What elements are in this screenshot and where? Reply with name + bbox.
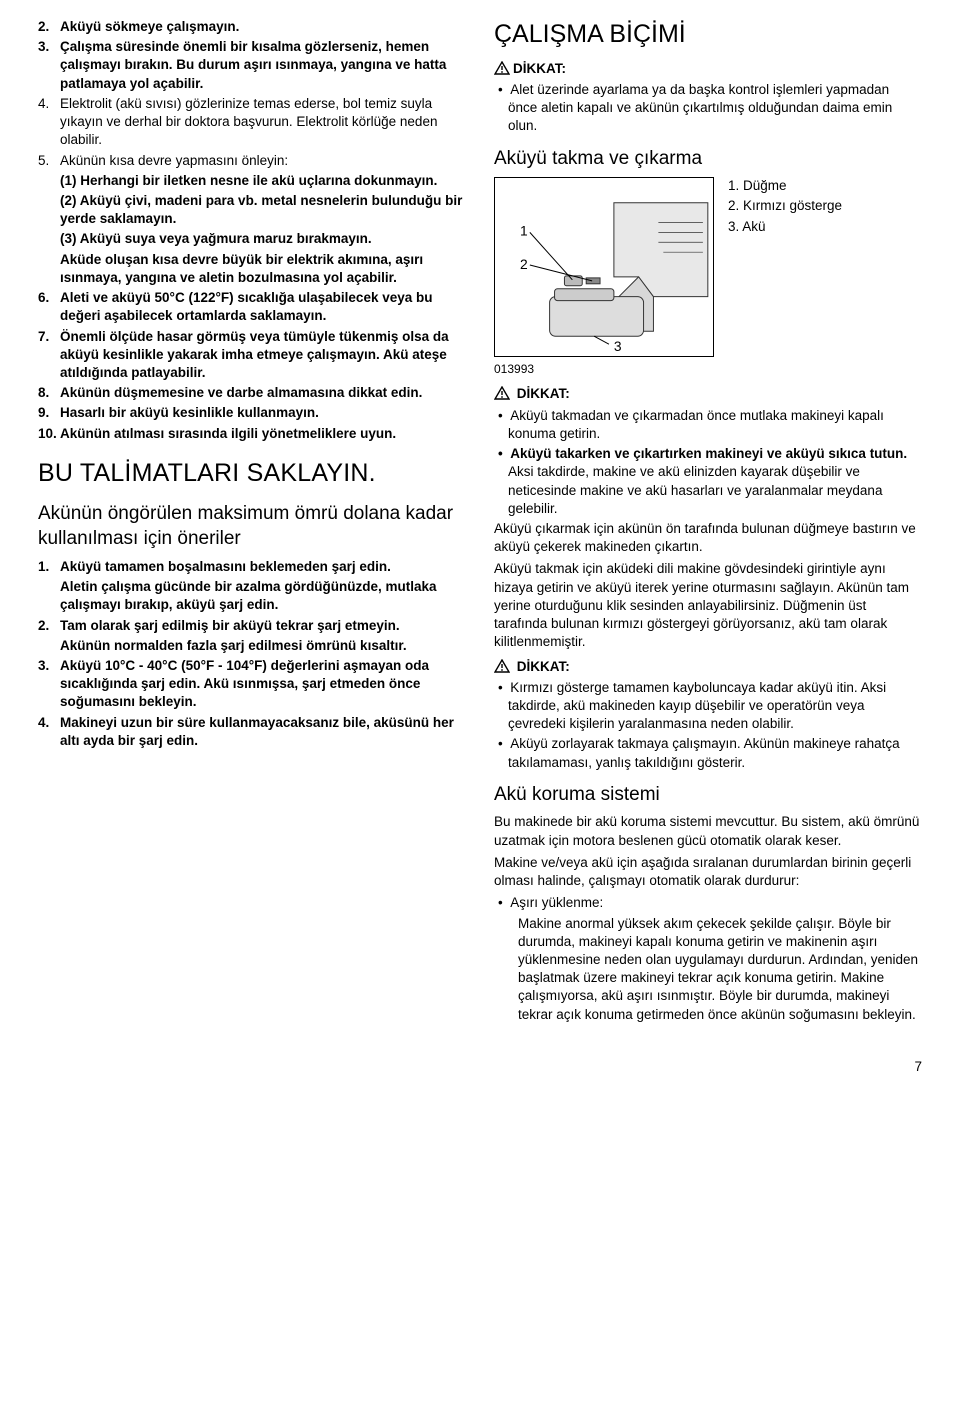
heading-battery-tips: Akünün öngörülen maksimum ömrü dolana ka… [38,501,466,552]
figure-battery: 1 2 3 [494,177,714,357]
page-number: 7 [38,1058,922,1076]
warning-icon [494,61,510,75]
overload-text: Makine anormal yüksek akım çekecek şekil… [494,915,922,1024]
warning-icon [494,386,510,400]
caution-1: DİKKAT: [494,60,922,78]
caution-3: DİKKAT: [494,658,922,676]
heading-operation: ÇALIŞMA BİÇİMİ [494,18,922,52]
figure-code: 013993 [494,361,922,377]
heading-protection: Akü koruma sistemi [494,782,922,808]
legend-1: 1. Düğme [728,177,842,195]
para-install-battery: Aküyü takmak için aküdeki dili makine gö… [494,560,922,651]
list-item-7: 7.Önemli ölçüde hasar görmüş veya tümüyl… [38,328,466,383]
right-column: ÇALIŞMA BİÇİMİ DİKKAT: Alet üzerinde aya… [494,18,922,1024]
warning-icon [494,659,510,673]
figure-legend: 1. Düğme 2. Kırmızı gösterge 3. Akü [728,177,842,238]
caution-2: DİKKAT: [494,385,922,403]
legend-2: 2. Kırmızı gösterge [728,197,842,215]
para-protect-1: Bu makinede bir akü koruma sistemi mevcu… [494,813,922,849]
caution-3-b1: Kırmızı gösterge tamamen kayboluncaya ka… [494,679,922,734]
legend-3: 3. Akü [728,218,842,236]
heading-battery-install: Aküyü takma ve çıkarma [494,146,922,172]
tip-3: 3.Aküyü 10°C - 40°C (50°F - 104°F) değer… [38,657,466,712]
sub-5-after: Aküde oluşan kısa devre büyük bir elektr… [38,251,466,287]
list-item-6: 6.Aleti ve aküyü 50°C (122°F) sıcaklığa … [38,289,466,325]
fig-label-3: 3 [614,338,622,354]
para-protect-2: Makine ve/veya akü için aşağıda sıralana… [494,854,922,890]
caution-2-b2: Aküyü takarken ve çıkartırken makineyi v… [494,445,922,518]
fig-label-1: 1 [520,223,528,239]
list-item-4: 4.Elektrolit (akü sıvısı) gözlerinize te… [38,95,466,150]
caution-3-b2: Aküyü zorlayarak takmaya çalışmayın. Akü… [494,735,922,771]
tip-2-after: Akünün normalden fazla şarj edilmesi ömr… [38,637,466,655]
list-item-2: 2.Aküyü sökmeye çalışmayın. [38,18,466,36]
left-column: 2.Aküyü sökmeye çalışmayın. 3.Çalışma sü… [38,18,466,1024]
caution-2-b1: Aküyü takmadan ve çıkarmadan önce mutlak… [494,407,922,443]
heading-keep-instructions: BU TALİMATLARI SAKLAYIN. [38,457,466,491]
caution-1-text: Alet üzerinde ayarlama ya da başka kontr… [494,81,922,136]
overload-label: Aşırı yüklenme: [494,894,922,912]
figure-wrap: 1 2 3 1. Düğme 2. Kırmızı gösterge 3. Ak… [494,177,922,357]
tip-2: 2.Tam olarak şarj edilmiş bir aküyü tekr… [38,617,466,635]
para-remove-battery: Aküyü çıkarmak için akünün ön tarafında … [494,520,922,556]
list-item-9: 9.Hasarlı bir aküyü kesinlikle kullanmay… [38,404,466,422]
tip-1: 1.Aküyü tamamen boşalmasını beklemeden ş… [38,558,466,576]
list-item-5: 5.Akünün kısa devre yapmasını önleyin: [38,152,466,170]
list-item-3: 3.Çalışma süresinde önemli bir kısalma g… [38,38,466,93]
fig-label-2: 2 [520,256,528,272]
tip-4: 4.Makineyi uzun bir süre kullanmayacaksa… [38,714,466,750]
sub-5-3: (3) Aküyü suya veya yağmura maruz bırakm… [38,230,466,248]
tip-1-after: Aletin çalışma gücünde bir azalma gördüğ… [38,578,466,614]
sub-5-1: (1) Herhangi bir iletken nesne ile akü u… [38,172,466,190]
sub-5-2: (2) Aküyü çivi, madeni para vb. metal ne… [38,192,466,228]
list-item-8: 8.Akünün düşmemesine ve darbe almamasına… [38,384,466,402]
list-item-10: 10.Akünün atılması sırasında ilgili yöne… [38,425,466,443]
